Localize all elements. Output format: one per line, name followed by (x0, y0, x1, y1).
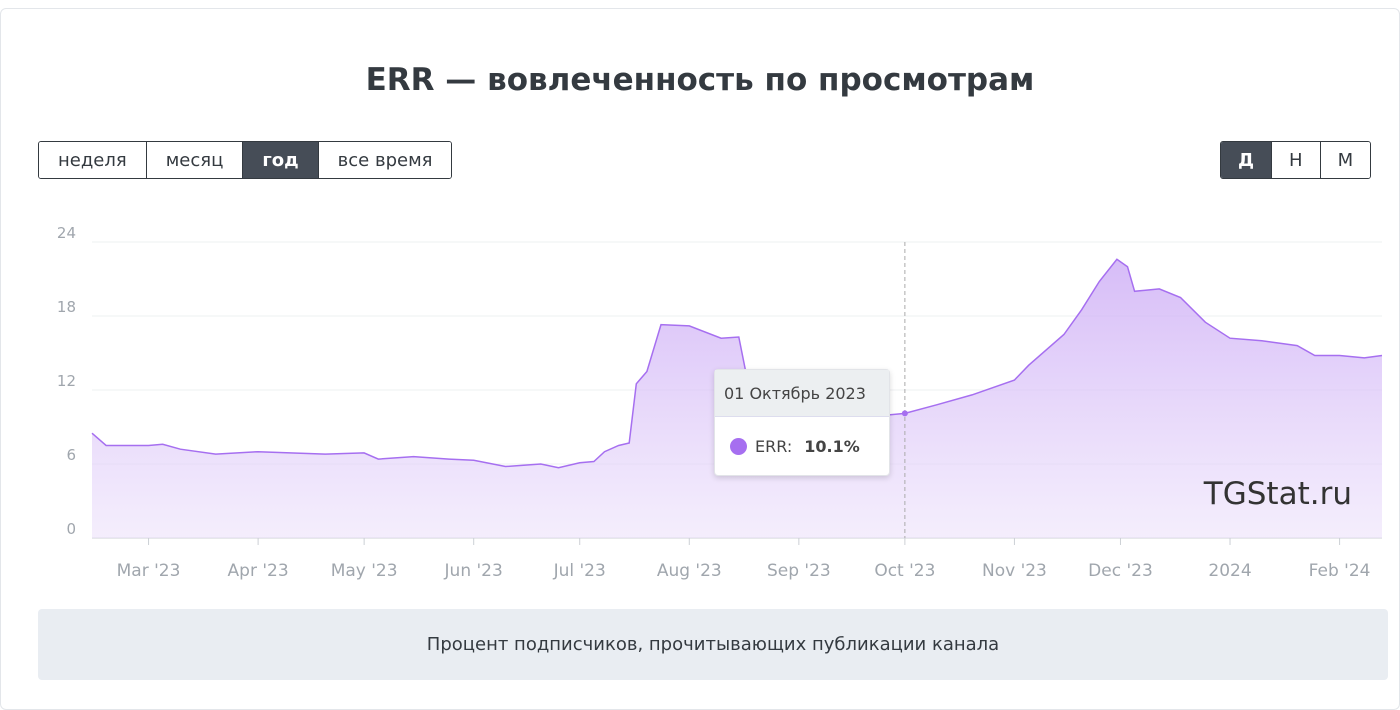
line (91, 258, 1383, 469)
x-tick-label: 2024 (1208, 561, 1251, 581)
x-tick-label: Aug '23 (657, 561, 722, 581)
granularity-button[interactable]: Н (1271, 142, 1320, 178)
y-tick-label: 6 (66, 446, 76, 464)
y-tick-label: 24 (57, 224, 76, 242)
period-button[interactable]: месяц (145, 142, 243, 178)
x-tick-label: Dec '23 (1088, 561, 1153, 581)
tooltip: 01 Октябрь 2023 ERR: 10.1% (714, 369, 890, 476)
granularity-button[interactable]: Д (1221, 142, 1272, 178)
footer: Процент подписчиков, прочитывающих публи… (38, 609, 1388, 680)
title: ERR — вовлеченность по просмотрам (365, 62, 1035, 98)
x-tick-label: May '23 (331, 561, 398, 581)
watermark: TGStat.ru (1203, 476, 1352, 512)
tooltip-dot (730, 437, 747, 455)
period-switch: неделя месяц год все время (38, 141, 453, 179)
period-button[interactable]: все время (317, 142, 452, 178)
x-tick-label: Jul '23 (553, 561, 606, 581)
x-tick-label: Jun '23 (444, 561, 503, 581)
period-button[interactable]: неделя (39, 142, 146, 178)
x-tick-label: Oct '23 (874, 561, 935, 581)
chart: 0 6 12 18 24 Mar '23 Apr '23 May '23 Jun '23 Jul … (57, 224, 1383, 581)
tooltip-date: 01 Октябрь 2023 (715, 370, 889, 417)
period-button[interactable]: год (242, 142, 318, 178)
y-tick-label: 0 (66, 520, 76, 538)
tooltip-body: ERR: 10.1% (715, 417, 889, 475)
granularity-switch: Д Н М (1220, 141, 1372, 179)
x-tick-label: Sep '23 (767, 561, 831, 581)
y-tick-label: 18 (57, 298, 76, 316)
y-tick-label: 12 (57, 372, 76, 390)
x-tick-label: Mar '23 (117, 561, 181, 581)
x-tick-label: Feb '24 (1309, 561, 1371, 581)
x-tick-label: Apr '23 (228, 561, 289, 581)
tooltip-value: 10.1% (804, 436, 860, 456)
hover-point (901, 410, 908, 417)
tooltip-series: ERR: (755, 436, 793, 456)
granularity-button[interactable]: М (1319, 142, 1371, 178)
x-tick-label: Nov '23 (982, 561, 1047, 581)
